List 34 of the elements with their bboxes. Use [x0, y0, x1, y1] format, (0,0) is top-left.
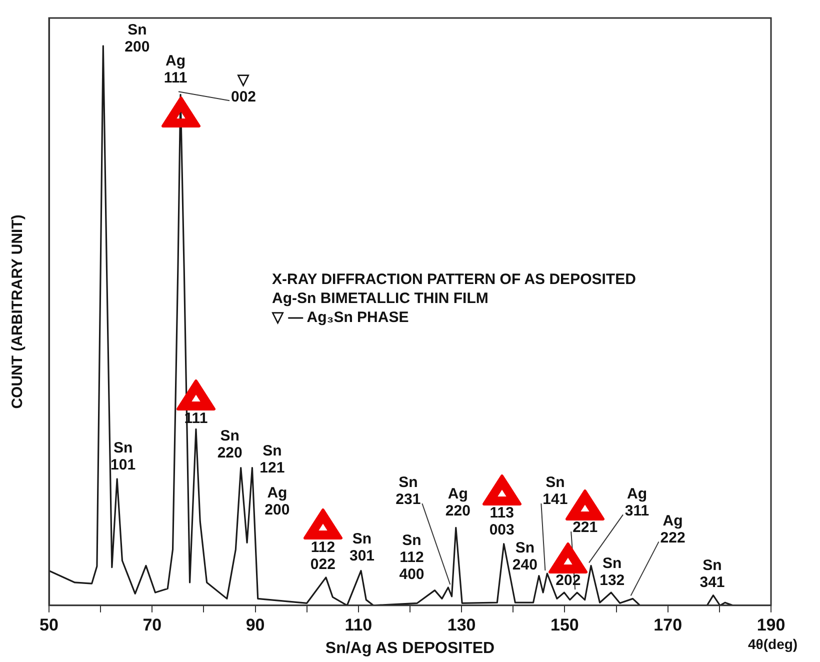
x-tick-label: 150 [550, 615, 579, 634]
annotation: Ag 200 [264, 484, 290, 518]
annotation: 113 003 [489, 504, 514, 539]
annotation: Ag 222 [660, 512, 686, 546]
x-tick-label: 130 [447, 615, 476, 634]
annotation: X-RAY DIFFRACTION PATTERN OF AS DEPOSITED [272, 270, 636, 289]
annotation: Ag-Sn BIMETALLIC THIN FILM [272, 289, 490, 308]
text: 4θ(deg) [748, 636, 798, 652]
annotation: Sn 231 [396, 474, 421, 508]
x-tick-label: 110 [344, 615, 372, 634]
annotation: Sn 240 [512, 539, 538, 574]
y-axis-title: COUNT (ARBITRARY UNIT) [9, 214, 26, 409]
annotation: 221 [572, 519, 598, 536]
x-axis-title: Sn/Ag AS DEPOSITED [325, 640, 495, 657]
annotation: Sn 141 [542, 474, 568, 508]
annotation: 112 022 [310, 539, 336, 574]
annotation: ▽ 002 [230, 71, 256, 106]
annotation: Sn 112 400 [399, 532, 424, 583]
annotation: Sn 220 [217, 427, 242, 462]
annotation: Sn 301 [349, 530, 375, 564]
annotation: ▽ ― Ag₃Sn PHASE [272, 308, 410, 327]
x-tick-label: 90 [246, 615, 265, 634]
annotation: Ag 111 [164, 52, 188, 86]
annotation: Sn 132 [600, 555, 625, 590]
annotation: Sn 341 [700, 556, 725, 591]
annotation: Sn 200 [124, 22, 150, 56]
x-tick-label: 170 [654, 615, 682, 634]
annotation: Ag 220 [445, 485, 470, 520]
x-tick-label: 70 [142, 615, 162, 634]
annotation: Sn 121 [260, 442, 285, 476]
x-tick-label: 50 [40, 615, 58, 634]
annotation: Sn 101 [110, 440, 136, 474]
annotation: Ag 311 [624, 485, 650, 520]
x-tick-label: 190 [756, 615, 786, 634]
